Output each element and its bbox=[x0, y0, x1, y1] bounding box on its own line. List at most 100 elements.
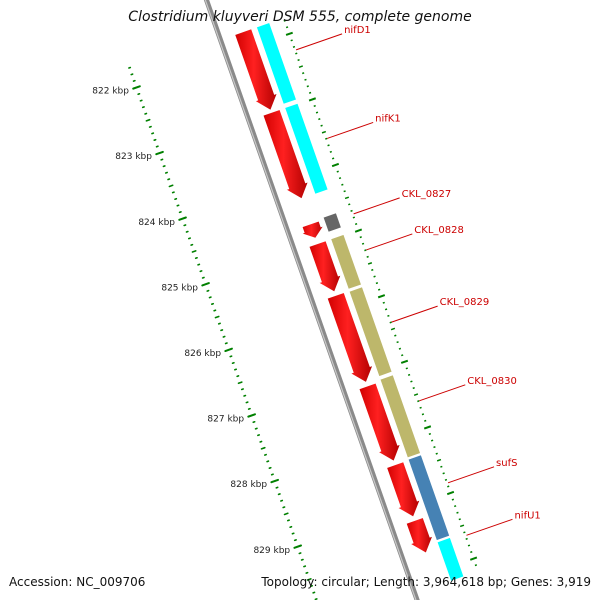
cds-arrow bbox=[358, 382, 402, 463]
track-tick bbox=[453, 505, 457, 508]
sequence-backbone bbox=[203, 0, 420, 600]
track-tick bbox=[465, 537, 468, 540]
gene-bar-ckl-0830 bbox=[379, 374, 422, 459]
track-tick bbox=[320, 124, 323, 127]
track-tick bbox=[394, 334, 397, 337]
cds-arrow bbox=[385, 460, 421, 518]
track-tick bbox=[474, 564, 478, 567]
track-tick bbox=[366, 255, 369, 258]
track-tick bbox=[459, 524, 465, 528]
scale-tick-label: 822 kbp bbox=[92, 87, 129, 97]
track-tick bbox=[298, 65, 304, 68]
track-tick bbox=[467, 544, 471, 547]
track-tick bbox=[377, 294, 386, 299]
scale-tick-label: 826 kbp bbox=[184, 349, 221, 359]
track-tick bbox=[470, 551, 473, 554]
track-tick bbox=[329, 150, 333, 153]
feature-label-ckl-0827[interactable]: CKL_0827 bbox=[402, 189, 452, 200]
track-tick bbox=[361, 242, 365, 245]
scale-minor-tick bbox=[260, 446, 266, 450]
track-tick bbox=[390, 327, 396, 331]
track-tick bbox=[343, 190, 346, 193]
track-tick bbox=[341, 183, 344, 186]
track-tick bbox=[367, 262, 373, 265]
scale-major-tick bbox=[178, 216, 187, 221]
track-tick bbox=[444, 478, 448, 481]
track-tick bbox=[331, 157, 335, 160]
cds-arrow bbox=[262, 108, 310, 200]
track-tick bbox=[338, 177, 342, 180]
track-tick bbox=[430, 439, 434, 442]
track-tick bbox=[318, 118, 321, 121]
scale-tick-label: 829 kbp bbox=[253, 546, 290, 556]
track-tick bbox=[290, 39, 293, 42]
track-tick bbox=[331, 162, 340, 168]
gene-bar-ckl-0829 bbox=[348, 286, 393, 378]
track-tick bbox=[297, 59, 300, 62]
track-tick bbox=[440, 465, 443, 468]
track-tick bbox=[373, 275, 376, 278]
label-leader-line bbox=[391, 305, 438, 323]
label-leader-line bbox=[366, 233, 413, 251]
track-tick bbox=[410, 380, 413, 383]
genome-summary-text: Topology: circular; Length: 3,964,618 bp… bbox=[261, 575, 591, 589]
track-tick bbox=[442, 472, 445, 475]
gene-bar-ckl-0827 bbox=[322, 211, 343, 233]
scale-minor-tick bbox=[283, 512, 289, 516]
track-tick bbox=[344, 196, 350, 200]
feature-label-ckl-0830[interactable]: CKL_0830 bbox=[467, 376, 517, 387]
feature-label-ckl-0829[interactable]: CKL_0829 bbox=[440, 297, 490, 308]
scale-minor-tick bbox=[191, 250, 197, 253]
scale-major-tick bbox=[132, 85, 141, 90]
scale-minor-tick bbox=[214, 315, 220, 319]
gene-bar-nifu1 bbox=[436, 536, 465, 582]
cds-arrow bbox=[405, 516, 434, 554]
track-tick bbox=[304, 78, 307, 81]
track-tick bbox=[382, 301, 385, 304]
feature-label-nifu1[interactable]: nifU1 bbox=[514, 510, 540, 521]
scale-minor-tick bbox=[306, 578, 312, 581]
track-tick bbox=[285, 31, 294, 36]
scale-minor-tick bbox=[145, 118, 151, 122]
track-tick bbox=[428, 432, 432, 436]
gene-bar-nifd1 bbox=[255, 21, 298, 106]
label-leader-line bbox=[295, 33, 343, 51]
feature-labels: nifD1 nifK1 CKL_0827 CKL_0828 CKL_0829 CKL_08… bbox=[295, 25, 541, 536]
gene-track bbox=[255, 21, 465, 582]
track-tick bbox=[398, 347, 402, 350]
gene-bar-nifk1 bbox=[283, 102, 329, 195]
track-tick bbox=[433, 446, 436, 449]
track-tick bbox=[412, 387, 415, 390]
scale-tick-label: 823 kbp bbox=[115, 152, 152, 162]
cds-arrow bbox=[326, 291, 374, 384]
track-tick bbox=[321, 130, 327, 134]
feature-label-ckl-0828[interactable]: CKL_0828 bbox=[414, 225, 464, 236]
track-tick bbox=[389, 321, 392, 324]
label-leader-line bbox=[419, 384, 466, 402]
track-tick bbox=[413, 393, 419, 396]
backbone-line bbox=[203, 0, 420, 600]
scale-major-tick bbox=[293, 544, 302, 549]
track-tick bbox=[419, 406, 422, 409]
track-tick bbox=[292, 45, 296, 48]
track-tick bbox=[456, 511, 459, 514]
scale-major-tick bbox=[270, 478, 279, 484]
track-tick bbox=[375, 282, 379, 285]
track-tick bbox=[436, 458, 442, 462]
scale-minor-tick bbox=[168, 184, 174, 188]
track-tick bbox=[377, 288, 381, 291]
track-tick bbox=[384, 308, 388, 311]
cds-arrow bbox=[233, 28, 279, 112]
track-tick bbox=[354, 228, 363, 233]
feature-label-nifk1[interactable]: nifK1 bbox=[375, 113, 401, 124]
track-tick bbox=[421, 413, 425, 416]
track-tick bbox=[327, 144, 330, 147]
track-tick bbox=[407, 373, 411, 376]
feature-label-sufs[interactable]: sufS bbox=[496, 458, 517, 469]
track-tick bbox=[423, 425, 432, 430]
feature-label-nifd1[interactable]: nifD1 bbox=[344, 25, 371, 36]
track-tick bbox=[405, 367, 408, 370]
scale-ticks: 822 kbp 823 kbp 824 kbp 825 kbp 826 kbp 827 k… bbox=[92, 19, 478, 600]
